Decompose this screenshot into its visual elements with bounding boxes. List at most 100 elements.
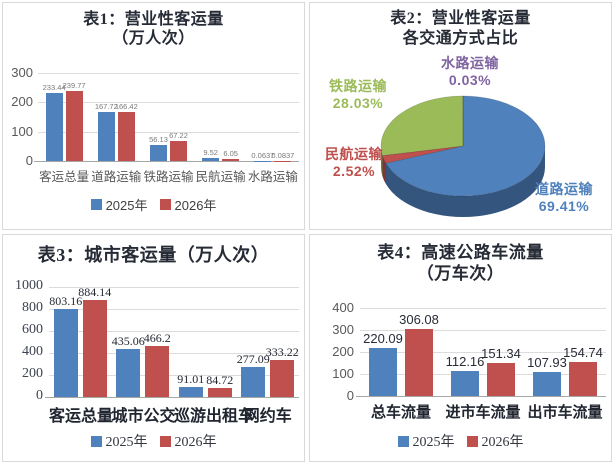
pie-label-percent: 0.03% bbox=[448, 72, 492, 88]
x-category-label: 网约车 bbox=[243, 408, 292, 425]
x-category-label: 民航运输 bbox=[195, 170, 246, 184]
y-axis-tick-label: 0 bbox=[346, 387, 354, 403]
legend-item-2025年: 2025年 bbox=[397, 431, 455, 451]
gridline bbox=[38, 131, 299, 133]
x-category-label: 总车流量 bbox=[370, 405, 431, 421]
x-axis-line bbox=[45, 397, 299, 398]
x-category-label: 道路运输 bbox=[91, 170, 142, 184]
legend-swatch bbox=[90, 199, 102, 210]
y-axis-tick-label: 400 bbox=[332, 299, 354, 315]
bar-value-label: 233.44 bbox=[42, 82, 66, 92]
bar-value-label: 884.14 bbox=[78, 284, 112, 299]
legend-label: 2025年 bbox=[105, 198, 148, 213]
x-category-label: 出市车流量 bbox=[527, 405, 603, 421]
bar-2025年-网约车 bbox=[241, 366, 266, 397]
x-axis-line bbox=[34, 161, 299, 162]
pie-label-percent: 28.03% bbox=[332, 95, 384, 111]
pie-label-name: 道路运输 bbox=[535, 181, 593, 197]
gridline bbox=[49, 375, 299, 376]
gridline bbox=[49, 309, 299, 310]
y-axis-tick-label: 300 bbox=[11, 64, 33, 80]
x-category-label: 铁路运输 bbox=[143, 170, 194, 184]
bar-2025年-铁路运输 bbox=[150, 144, 167, 161]
chart1-title: 表1：营业性客运量 （万人次） bbox=[3, 10, 304, 48]
chart1-title-line2: （万人次） bbox=[112, 30, 195, 47]
legend-swatch bbox=[466, 435, 478, 447]
legend-item-2025年: 2025年 bbox=[90, 195, 148, 214]
y-axis-tick-label: 100 bbox=[11, 123, 33, 139]
gridline bbox=[38, 102, 299, 104]
pie-side-2 bbox=[381, 146, 383, 177]
gridline bbox=[360, 374, 606, 375]
bar-value-label: 166.42 bbox=[114, 102, 138, 112]
x-axis-line bbox=[356, 396, 606, 397]
pie-slice-0 bbox=[385, 95, 546, 197]
bar-value-label: 435.06 bbox=[111, 334, 145, 349]
bar-value-label: 167.72 bbox=[94, 101, 118, 111]
chart3-title-line1: 表3：城市客运量（万人次） bbox=[37, 245, 270, 265]
bar-value-label: 0.0637 bbox=[251, 150, 275, 160]
bar-2025年-巡游出租车 bbox=[178, 386, 203, 397]
pie-label-percent: 2.52% bbox=[332, 163, 376, 179]
bar-value-label: 6.05 bbox=[223, 149, 238, 159]
legend-item-2026年: 2026年 bbox=[466, 431, 524, 451]
panel-table3-bar-chart: 表3：城市客运量（万人次） 0 200 400 600 800 1000 客运总量 803.1… bbox=[2, 234, 305, 462]
chart1-plot-area: 0 100 200 300 客运总量 233.44 239.77 道路运输 167.72 166.… bbox=[3, 49, 304, 193]
y-axis-tick-label: 200 bbox=[22, 366, 43, 382]
bar-value-label: 151.34 bbox=[481, 345, 521, 361]
bar-2025年-总车流量 bbox=[369, 347, 397, 396]
bar-value-label: 333.22 bbox=[265, 345, 299, 360]
bar-value-label: 84.72 bbox=[206, 372, 234, 387]
legend-label: 2025年 bbox=[412, 435, 455, 450]
gridline bbox=[49, 353, 299, 354]
legend-swatch bbox=[159, 199, 171, 210]
bar-value-label: 803.16 bbox=[49, 293, 83, 308]
pie-label-name: 铁路运输 bbox=[329, 78, 387, 94]
pie-label-2: 铁路运输 28.03% bbox=[329, 78, 387, 112]
panel-table1-bar-chart: 表1：营业性客运量 （万人次） 0 100 200 300 客运总量 233.44 239.… bbox=[2, 2, 305, 230]
bar-value-label: 56.13 bbox=[149, 134, 168, 144]
pie-label-3: 水路运输 0.03% bbox=[441, 55, 499, 89]
bar-value-label: 466.2 bbox=[143, 330, 171, 345]
legend-item-2026年: 2026年 bbox=[159, 431, 217, 451]
bar-value-label: 154.74 bbox=[563, 344, 603, 360]
pie-label-1: 民航运输 2.52% bbox=[325, 146, 383, 180]
pie-slice-1 bbox=[382, 145, 464, 164]
bar-2026年-道路运输 bbox=[117, 112, 135, 161]
chart4-title-line2: （万车次） bbox=[416, 264, 505, 283]
bar-value-label: 220.09 bbox=[363, 330, 403, 346]
bar-value-label: 0.0837 bbox=[271, 150, 295, 160]
bar-2026年-网约车 bbox=[270, 360, 295, 397]
legend-swatch bbox=[159, 435, 171, 447]
bar-2026年-民航运输 bbox=[222, 159, 240, 161]
x-category-label: 客运总量 bbox=[39, 170, 90, 184]
chart3-legend: 2025年 2026年 bbox=[3, 431, 304, 451]
chart1-title-line1: 表1：营业性客运量 bbox=[83, 11, 224, 28]
chart2-title-line2: 各交通方式占比 bbox=[402, 30, 519, 47]
bar-2026年-进市车流量 bbox=[487, 362, 515, 396]
bar-2025年-出市车流量 bbox=[533, 372, 561, 396]
y-axis-tick-label: 400 bbox=[22, 344, 43, 360]
y-axis-tick-label: 0 bbox=[25, 152, 33, 168]
bar-2025年-民航运输 bbox=[202, 158, 220, 161]
bar-value-label: 9.52 bbox=[203, 148, 218, 158]
bar-value-label: 67.22 bbox=[169, 131, 188, 141]
bar-2025年-水路运输 bbox=[254, 160, 272, 161]
panel-table2-pie-chart: 表2：营业性客运量 各交通方式占比 道路运输 69.41% 民航运输 2.52% 铁路运… bbox=[309, 2, 612, 230]
bar-2026年-总车流量 bbox=[405, 328, 433, 396]
y-axis-tick-label: 1000 bbox=[15, 278, 43, 294]
x-category-label: 城市公交 bbox=[111, 408, 176, 425]
chart4-title: 表4：高速公路车流量 （万车次） bbox=[310, 242, 611, 284]
x-category-label: 巡游出租车 bbox=[174, 408, 255, 425]
bar-value-label: 306.08 bbox=[399, 311, 439, 327]
legend-item-2025年: 2025年 bbox=[90, 431, 148, 451]
bar-value-label: 91.01 bbox=[177, 371, 205, 386]
pie-label-name: 民航运输 bbox=[325, 146, 383, 162]
x-category-label: 进市车流量 bbox=[445, 405, 521, 421]
y-axis-tick-label: 300 bbox=[332, 321, 354, 337]
gridline bbox=[360, 330, 606, 331]
gridline bbox=[360, 352, 606, 353]
bar-2025年-客运总量 bbox=[53, 308, 78, 397]
pie-slice-2 bbox=[380, 95, 464, 156]
y-axis-tick-label: 0 bbox=[36, 388, 43, 404]
